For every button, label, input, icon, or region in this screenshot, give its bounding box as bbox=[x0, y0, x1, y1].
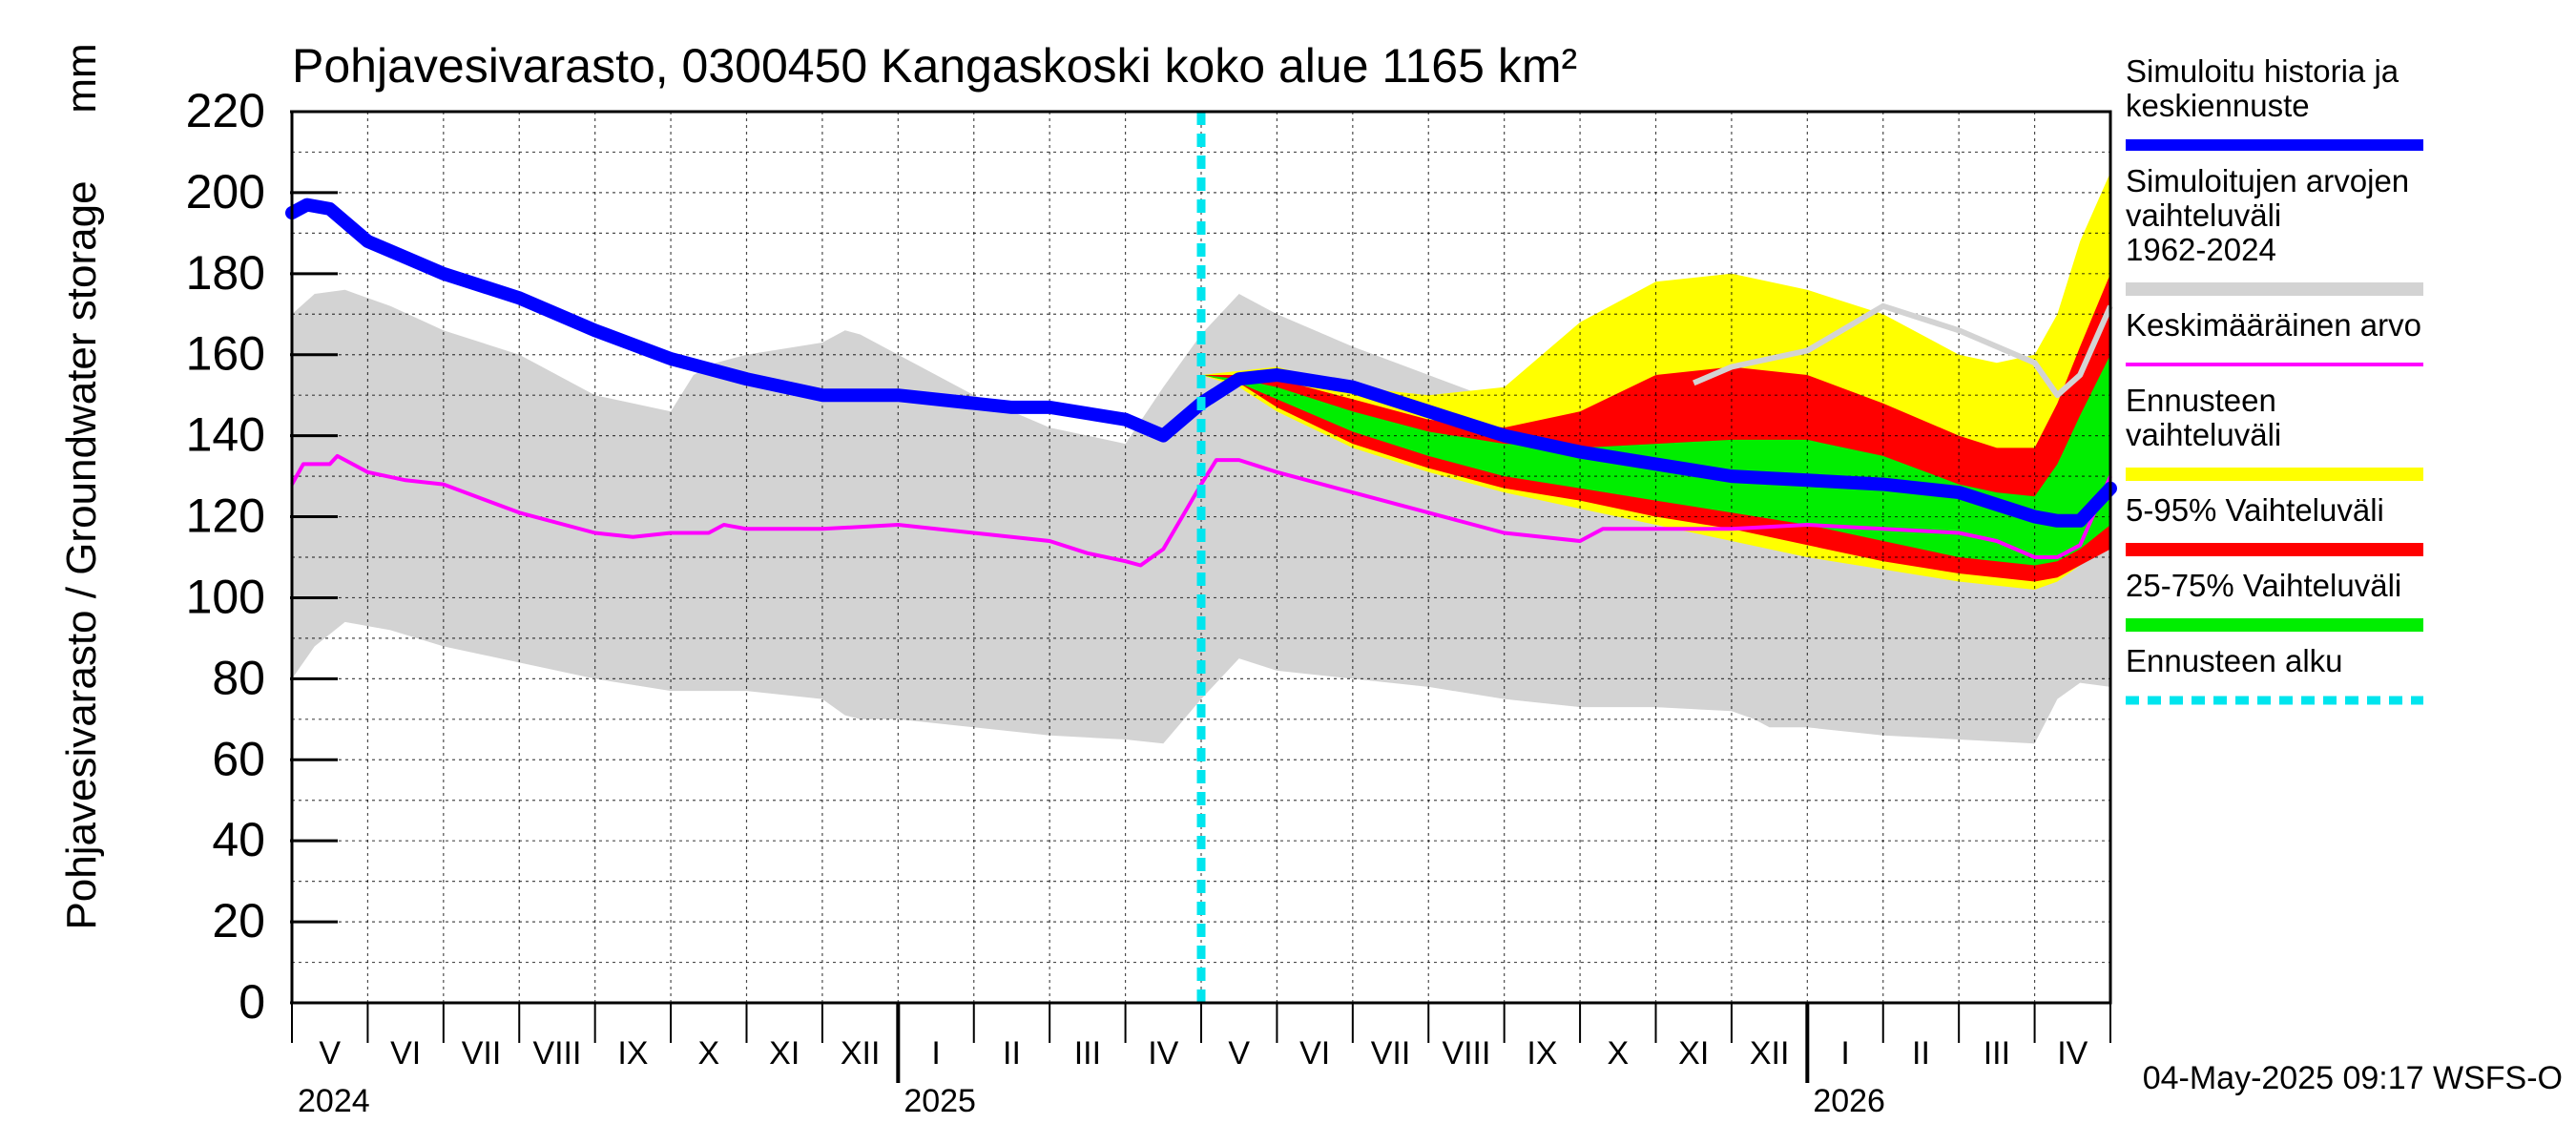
y-tick-label: 40 bbox=[212, 813, 265, 866]
y-axis-label: Pohjavesivarasto / Groundwater storage bbox=[58, 180, 105, 929]
x-year-label: 2025 bbox=[904, 1083, 976, 1119]
legend-label: Simuloitu historia ja bbox=[2126, 53, 2399, 89]
x-month-label: VII bbox=[1371, 1035, 1411, 1072]
x-month-label: XII bbox=[1750, 1035, 1790, 1072]
x-month-label: X bbox=[697, 1035, 719, 1072]
historical-max-line bbox=[1693, 302, 2113, 399]
y-tick-label: 220 bbox=[186, 84, 265, 137]
y-tick-label: 0 bbox=[239, 975, 265, 1029]
timestamp: 04-May-2025 09:17 WSFS-O bbox=[2143, 1060, 2563, 1096]
x-year-label: 2024 bbox=[298, 1083, 370, 1119]
legend-label: 1962-2024 bbox=[2126, 232, 2276, 267]
y-tick-label: 20 bbox=[212, 894, 265, 947]
x-month-label: XII bbox=[841, 1035, 881, 1072]
y-tick-label: 160 bbox=[186, 327, 265, 381]
x-month-label: VIII bbox=[532, 1035, 581, 1072]
x-month-label: II bbox=[1003, 1035, 1021, 1072]
x-month-label: III bbox=[1074, 1035, 1101, 1072]
x-month-label: XI bbox=[1678, 1035, 1709, 1072]
x-month-label: VII bbox=[462, 1035, 502, 1072]
legend-label: vaihteluväli bbox=[2126, 417, 2281, 452]
legend-label: keskiennuste bbox=[2126, 88, 2310, 123]
x-month-label: I bbox=[1840, 1035, 1849, 1072]
x-month-label: VI bbox=[390, 1035, 421, 1072]
y-tick-label: 60 bbox=[212, 732, 265, 785]
mean-line bbox=[290, 453, 2112, 568]
legend-label: Simuloitujen arvojen bbox=[2126, 163, 2409, 198]
y-tick-label: 140 bbox=[186, 408, 265, 462]
x-month-label: IX bbox=[617, 1035, 648, 1072]
y-tick-label: 120 bbox=[186, 489, 265, 543]
x-month-label: V bbox=[1228, 1035, 1250, 1072]
y-axis-unit: mm bbox=[58, 43, 105, 113]
y-tick-label: 100 bbox=[186, 570, 265, 623]
lines-layer bbox=[285, 112, 2117, 1003]
legend-label: 5-95% Vaihteluväli bbox=[2126, 492, 2384, 528]
chart-title: Pohjavesivarasto, 0300450 Kangaskoski ko… bbox=[292, 39, 1577, 93]
simulated-history-line bbox=[285, 198, 2117, 528]
x-month-label: IV bbox=[2057, 1035, 2088, 1072]
y-tick-label: 200 bbox=[186, 165, 265, 219]
x-month-label: V bbox=[319, 1035, 341, 1072]
x-year-label: 2026 bbox=[1813, 1083, 1885, 1119]
x-month-label: X bbox=[1607, 1035, 1629, 1072]
x-month-label: IV bbox=[1148, 1035, 1178, 1072]
x-month-label: IX bbox=[1527, 1035, 1557, 1072]
x-month-label: I bbox=[931, 1035, 940, 1072]
x-month-label: III bbox=[1984, 1035, 2010, 1072]
y-tick-label: 180 bbox=[186, 246, 265, 300]
x-month-label: XI bbox=[769, 1035, 800, 1072]
x-month-label: II bbox=[1912, 1035, 1930, 1072]
legend-label: Ennusteen alku bbox=[2126, 643, 2343, 678]
x-month-label: VIII bbox=[1442, 1035, 1490, 1072]
y-tick-label: 80 bbox=[212, 651, 265, 704]
legend-label: vaihteluväli bbox=[2126, 198, 2281, 233]
legend-label: 25-75% Vaihteluväli bbox=[2126, 568, 2401, 603]
legend-label: Keskimääräinen arvo bbox=[2126, 307, 2421, 343]
legend-label: Ennusteen bbox=[2126, 383, 2276, 418]
x-month-label: VI bbox=[1299, 1035, 1330, 1072]
